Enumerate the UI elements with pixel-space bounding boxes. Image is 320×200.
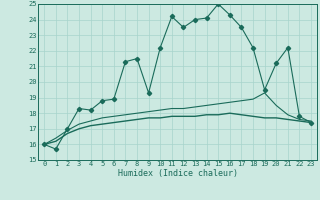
- X-axis label: Humidex (Indice chaleur): Humidex (Indice chaleur): [118, 169, 238, 178]
